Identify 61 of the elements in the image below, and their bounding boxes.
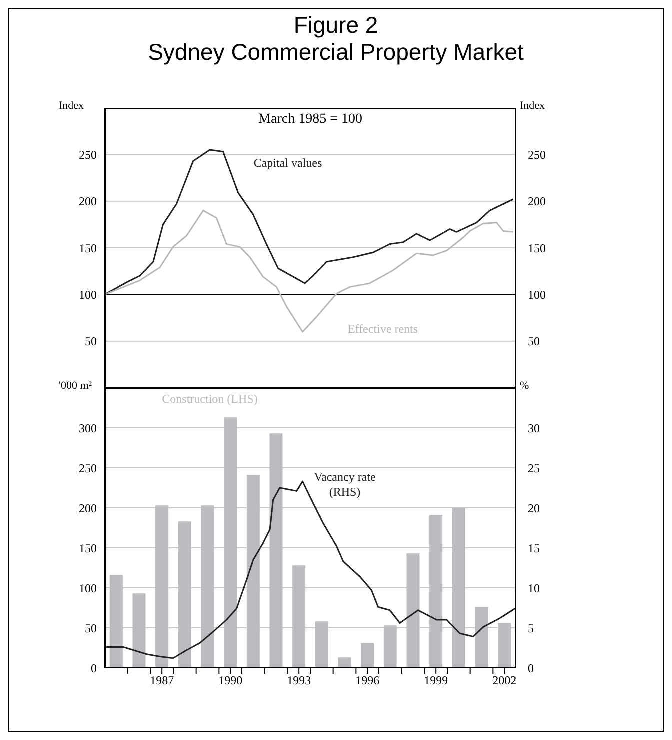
bar xyxy=(132,594,146,668)
y2-tick-label: 30 xyxy=(528,421,540,436)
y2-tick-label: 20 xyxy=(528,501,540,516)
x-tick-label: 1987 xyxy=(150,674,174,688)
bar xyxy=(452,508,466,668)
y-tick-label: 50 xyxy=(85,334,97,349)
bar xyxy=(270,434,283,668)
bar xyxy=(315,622,328,668)
bar xyxy=(498,623,512,668)
y-tick-label: 200 xyxy=(79,501,97,516)
annotation: March 1985 = 100 xyxy=(258,112,364,128)
y-axis-title: '000 m² xyxy=(59,380,92,392)
y-tick-label: 100 xyxy=(79,581,97,596)
x-tick-label: 1993 xyxy=(287,674,312,688)
y2-axis-title: Index xyxy=(520,100,546,112)
bar xyxy=(430,515,443,668)
y-axis-title: Index xyxy=(59,100,84,112)
text: Effective rents xyxy=(346,322,420,337)
bar xyxy=(338,658,352,668)
y2-tick-label: 150 xyxy=(528,241,546,256)
bar xyxy=(292,566,306,668)
y-tick-label: 300 xyxy=(79,421,97,436)
line-series xyxy=(105,210,514,333)
bar xyxy=(201,506,214,668)
bar xyxy=(361,643,374,668)
bar xyxy=(156,506,169,668)
bar xyxy=(475,607,488,668)
y-tick-label: 100 xyxy=(79,288,97,302)
y-tick-label: 150 xyxy=(79,241,97,256)
x-tick-label: 1990 xyxy=(218,674,243,688)
x-tick-label: 1999 xyxy=(424,674,448,688)
bar xyxy=(246,475,260,668)
bar xyxy=(224,418,238,668)
y-tick-label: 50 xyxy=(85,621,97,636)
y-tick-label: 150 xyxy=(79,541,97,556)
y2-axis-title: % xyxy=(520,380,530,392)
series-label: Capital values xyxy=(252,156,324,171)
y2-tick-label: 10 xyxy=(528,581,540,596)
y2-tick-label: 250 xyxy=(528,148,546,162)
y-tick-label: 250 xyxy=(79,461,97,476)
y2-tick-label: 5 xyxy=(528,621,534,636)
bar xyxy=(110,575,123,668)
y2-tick-label: 100 xyxy=(528,288,546,302)
chart-subtitle: Sydney Commercial Property Market xyxy=(147,39,525,66)
x-tick-label: 2002 xyxy=(492,674,517,688)
y2-tick-label: 25 xyxy=(528,461,540,476)
y2-tick-label: 50 xyxy=(528,334,540,349)
y2-tick-label: 15 xyxy=(528,541,540,556)
y-tick-label: 0 xyxy=(91,661,97,676)
y2-tick-label: 0 xyxy=(528,661,534,676)
series-label: Construction (LHS) xyxy=(161,392,259,407)
chart-title: Figure 2 xyxy=(292,12,380,39)
y2-tick-label: 200 xyxy=(528,194,546,209)
y-tick-label: 250 xyxy=(79,148,97,162)
bar xyxy=(384,626,397,668)
line-series xyxy=(105,149,514,296)
bar xyxy=(406,554,420,668)
bar xyxy=(178,522,192,668)
y-tick-label: 200 xyxy=(79,194,97,209)
x-tick-label: 1996 xyxy=(356,674,380,688)
series-label: Vacancy rate (RHS) xyxy=(313,470,377,500)
